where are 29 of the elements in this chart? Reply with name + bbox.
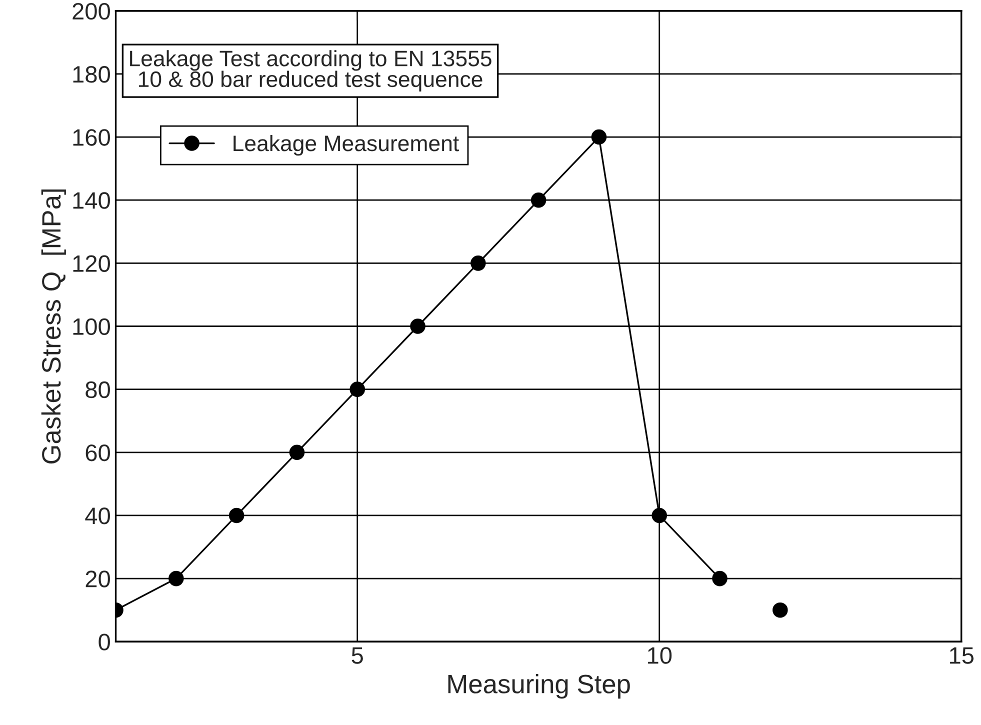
point [591,129,607,145]
point [772,602,788,618]
y-tick-label: 120 [73,255,110,272]
point [289,444,305,460]
y-tick-label: 40 [85,508,110,524]
legend-label: Leakage Measurement [234,134,459,156]
x-tick-label: 15 [950,647,974,664]
point [712,570,728,586]
x-tick-label: 5 [352,647,363,664]
y-tick-label: 0 [98,634,110,650]
y-tick-label: 20 [86,570,110,588]
y-axis-title: Gasket Stress Q [MPa] [41,190,66,464]
x-axis-title: Measuring Step [448,674,630,699]
y-tick-label: 60 [86,444,110,462]
point [530,192,546,208]
point [470,256,486,271]
x-tick-label: 10 [648,647,672,664]
point [228,508,244,524]
point [652,508,668,524]
y-tick-label: 140 [73,192,110,209]
point [410,318,426,334]
y-tick-label: 180 [73,66,110,83]
annotation: Leakage Test according to EN 13555 10 & 80 bar reduced test sequence [130,50,492,92]
y-tick-label: 80 [86,381,110,398]
y-tick-label: 100 [73,318,110,336]
y-tick-label: 200 [72,2,110,20]
point [168,570,184,586]
y-tick-label: 160 [73,129,110,146]
point [350,382,366,397]
